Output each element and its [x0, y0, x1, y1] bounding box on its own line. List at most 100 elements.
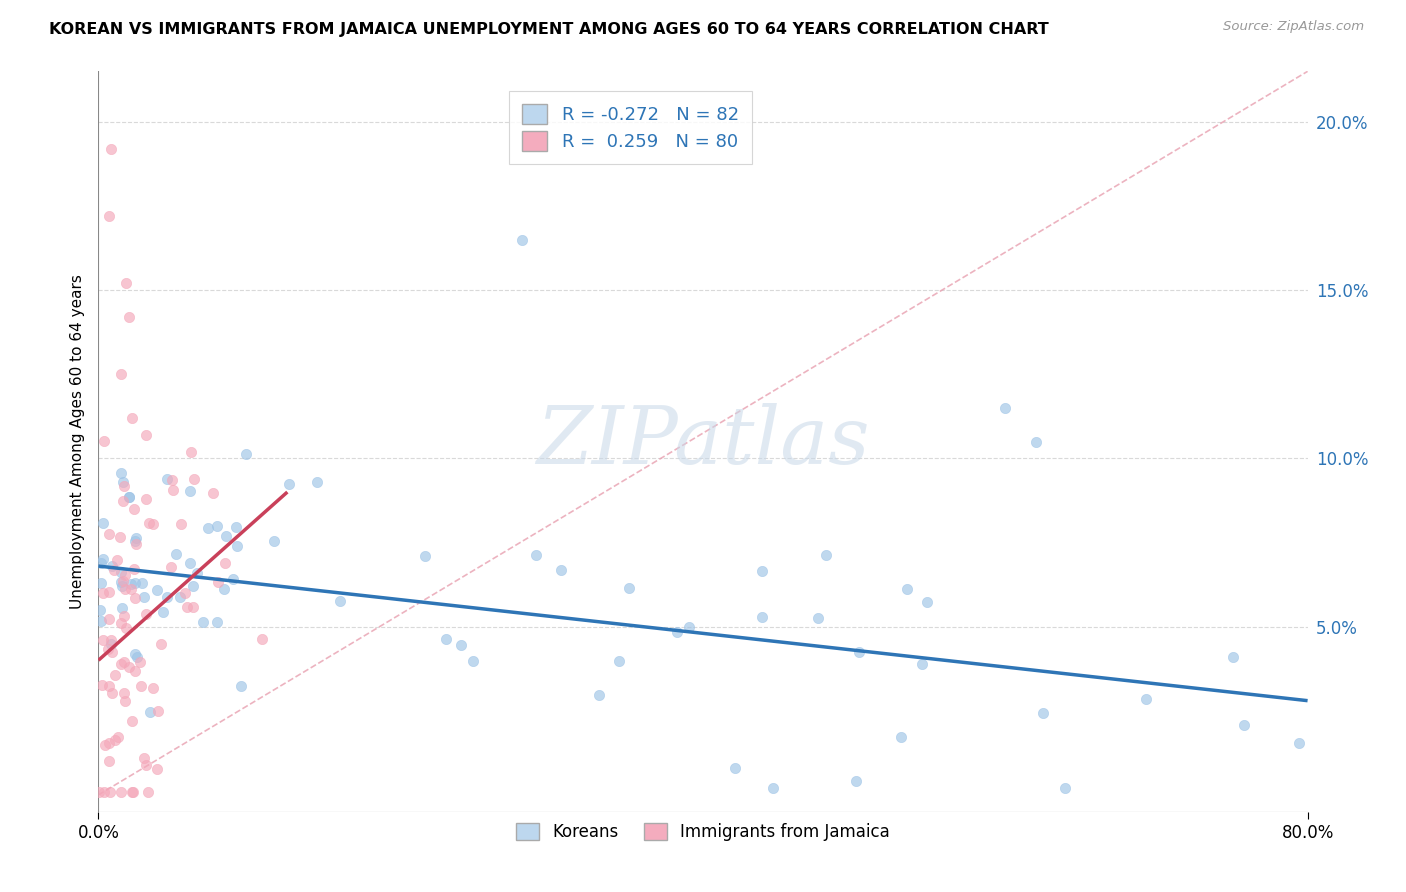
- Point: [142, 681, 165, 696]
- Point: [1135, 692, 1157, 706]
- Point: [129, 656, 152, 670]
- Point: [103, 563, 125, 577]
- Point: [97, 612, 120, 626]
- Point: [118, 491, 141, 505]
- Point: [129, 679, 152, 693]
- Point: [329, 594, 352, 608]
- Text: ZIPatlas: ZIPatlas: [536, 403, 870, 480]
- Point: [588, 689, 610, 703]
- Point: [263, 533, 285, 548]
- Point: [170, 517, 193, 532]
- Point: [231, 679, 253, 693]
- Point: [142, 517, 165, 532]
- Point: [845, 774, 868, 789]
- Point: [100, 784, 122, 798]
- Point: [114, 568, 136, 582]
- Point: [1053, 781, 1076, 796]
- Point: [101, 686, 124, 700]
- Point: [524, 548, 547, 562]
- Point: [112, 479, 135, 493]
- Point: [550, 563, 572, 577]
- Point: [138, 516, 160, 530]
- Point: [90, 557, 112, 571]
- Point: [97, 642, 120, 657]
- Point: [120, 577, 142, 591]
- Point: [915, 595, 938, 609]
- Point: [1024, 434, 1046, 449]
- Point: [179, 556, 201, 570]
- Point: [97, 584, 120, 599]
- Point: [110, 600, 132, 615]
- Legend: Koreans, Immigrants from Jamaica: Koreans, Immigrants from Jamaica: [509, 816, 897, 847]
- Point: [91, 552, 114, 566]
- Point: [207, 575, 229, 590]
- Point: [174, 586, 197, 600]
- Point: [1222, 650, 1244, 665]
- Point: [222, 573, 245, 587]
- Point: [146, 704, 169, 718]
- Point: [112, 609, 135, 624]
- Point: [896, 582, 918, 596]
- Point: [98, 209, 121, 223]
- Point: [124, 648, 146, 662]
- Point: [183, 472, 205, 486]
- Point: [100, 645, 122, 659]
- Point: [127, 650, 149, 665]
- Point: [131, 576, 153, 591]
- Text: KOREAN VS IMMIGRANTS FROM JAMAICA UNEMPLOYMENT AMONG AGES 60 TO 64 YEARS CORRELA: KOREAN VS IMMIGRANTS FROM JAMAICA UNEMPL…: [49, 22, 1049, 37]
- Point: [135, 607, 157, 621]
- Point: [678, 620, 700, 634]
- Point: [90, 614, 112, 628]
- Point: [226, 539, 249, 553]
- Point: [115, 621, 138, 635]
- Point: [125, 531, 148, 545]
- Point: [93, 632, 115, 647]
- Point: [510, 233, 533, 247]
- Point: [90, 575, 112, 590]
- Point: [139, 706, 162, 720]
- Point: [617, 581, 640, 595]
- Point: [890, 730, 912, 744]
- Point: [215, 529, 238, 543]
- Point: [97, 526, 120, 541]
- Text: Source: ZipAtlas.com: Source: ZipAtlas.com: [1223, 20, 1364, 33]
- Point: [994, 401, 1017, 415]
- Point: [751, 564, 773, 578]
- Point: [111, 574, 134, 588]
- Point: [114, 277, 136, 291]
- Point: [121, 714, 143, 728]
- Point: [107, 552, 129, 566]
- Y-axis label: Unemployment Among Ages 60 to 64 years: Unemployment Among Ages 60 to 64 years: [69, 274, 84, 609]
- Point: [125, 537, 148, 551]
- Point: [114, 694, 136, 708]
- Point: [91, 516, 114, 530]
- Point: [118, 490, 141, 504]
- Point: [107, 730, 129, 744]
- Point: [162, 483, 184, 497]
- Point: [122, 502, 145, 516]
- Point: [91, 678, 114, 692]
- Point: [110, 467, 132, 481]
- Point: [100, 142, 122, 156]
- Point: [98, 679, 121, 693]
- Point: [181, 579, 204, 593]
- Point: [307, 475, 329, 490]
- Point: [666, 624, 689, 639]
- Point: [94, 739, 117, 753]
- Point: [136, 784, 159, 798]
- Point: [156, 590, 179, 604]
- Point: [112, 655, 135, 669]
- Point: [179, 484, 201, 499]
- Point: [110, 657, 132, 671]
- Point: [201, 486, 224, 500]
- Point: [910, 657, 932, 672]
- Point: [110, 784, 132, 798]
- Point: [807, 611, 830, 625]
- Point: [108, 530, 131, 544]
- Point: [150, 637, 173, 651]
- Point: [135, 758, 157, 772]
- Point: [93, 784, 115, 798]
- Point: [124, 575, 146, 590]
- Point: [111, 475, 134, 489]
- Point: [132, 590, 155, 604]
